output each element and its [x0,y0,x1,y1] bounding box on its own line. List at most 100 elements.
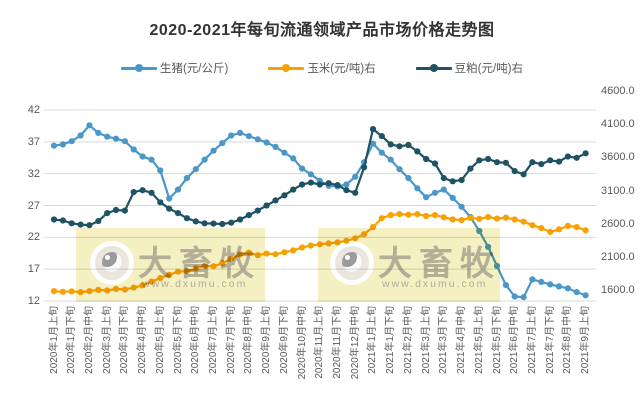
series-corn-point [467,214,474,221]
x-axis-tick: 2020年9月下旬 [278,306,290,374]
series-soymeal-point [272,197,279,204]
legend-label: 玉米(元/吨)右 [307,63,376,75]
series-corn-point [263,250,270,257]
series-corn-point [50,288,58,295]
watermark-text: 大畜牧 [138,245,261,283]
series-soymeal-point [582,150,589,157]
series-soymeal-point [219,220,226,228]
series-pig-point [352,173,359,180]
x-axis-tick: 2021年3月下旬 [438,306,450,374]
series-corn-point [547,228,554,235]
series-pig-point [183,175,190,182]
series-soymeal-point [201,220,208,227]
series-pig-point [564,285,572,292]
series-soymeal-point [529,159,536,166]
left-axis-tick: 27 [27,199,40,212]
series-soymeal-point [476,157,483,164]
series-pig-point [201,156,208,163]
series-corn-point [396,211,403,218]
series-pig-point [112,135,120,142]
series-soymeal-point [299,181,306,188]
series-soymeal-point [493,159,501,166]
series-soymeal-point [157,199,164,206]
series-pig-point [431,189,439,196]
series-soymeal-point [68,220,75,227]
series-soymeal-point [254,207,261,214]
series-corn-point [431,212,439,219]
series-pig-point [104,133,111,140]
legend-item-series-pig: 生猪(元/公斤) [120,60,229,76]
left-axis-tick: 37 [27,135,40,148]
x-axis-tick: 2020年7月下旬 [225,306,237,374]
x-axis-tick: 2021年9月上旬 [580,306,592,374]
series-soymeal-point [431,160,439,167]
series-soymeal-point [405,141,412,149]
series-pig-point [299,165,306,172]
series-soymeal-point [538,161,545,168]
series-corn-point [281,249,288,256]
series-corn-point [564,222,572,229]
right-axis-tick: 3100.0 [601,184,635,197]
legend-line-marker-icon [268,64,305,72]
series-pig-point [157,167,164,174]
x-axis-tick: 2021年6月中旬 [509,306,521,374]
series-soymeal-point [228,219,235,226]
series-pig-point [130,146,137,153]
watermark-block-right: 大畜牧 www.dxumu.com [318,228,500,302]
x-axis-tick: 2020年1月下旬 [66,306,78,374]
right-axis-tick: 4600.0 [601,85,635,97]
series-soymeal-point [316,181,323,188]
series-soymeal-point [290,186,297,193]
series-soymeal-point [361,164,368,171]
legend-item-series-corn: 玉米(元/吨)右 [268,60,376,76]
series-corn-point [405,211,412,218]
series-pig-point [228,132,235,139]
series-soymeal-point [139,187,146,194]
series-corn-point [555,226,563,233]
legend-item-series-soymeal: 豆粕(元/吨)右 [415,60,524,76]
watermark-eye-icon [330,241,374,285]
series-pig-point [50,142,58,149]
series-corn-point [502,214,509,221]
series-corn-point [538,225,545,232]
left-axis-tick: 12 [27,295,40,307]
series-soymeal-point [547,157,554,164]
series-pig-point [423,194,430,201]
series-soymeal-point [245,212,252,219]
legend-label: 豆粕(元/吨)右 [454,63,524,75]
series-pig-point [86,122,93,129]
series-corn-point [440,214,447,221]
series-pig-point [254,136,261,143]
series-corn-point [387,212,394,219]
series-corn-point [582,227,589,234]
series-soymeal-point [396,143,403,150]
x-axis-tick: 2020年2月中旬 [83,306,95,374]
series-soymeal-point [352,189,359,196]
series-soymeal-point [130,189,137,196]
series-corn-point [290,247,297,254]
series-corn-point [511,216,518,223]
series-soymeal-point [86,222,93,229]
series-pig-point [68,138,75,145]
series-soymeal-point [449,178,456,185]
series-corn-point [414,211,421,218]
series-corn-point [423,212,430,220]
series-pig-point [405,175,412,182]
x-axis-tick: 2020年9月上旬 [261,306,273,374]
series-soymeal-point [50,216,58,223]
series-pig-point [458,203,465,210]
series-pig-point [378,149,385,156]
series-pig-point [573,289,580,296]
series-corn-point [520,218,527,225]
series-pig-point [440,186,447,193]
series-pig-point [77,132,84,139]
x-axis-tick: 2020年3月下旬 [119,306,131,374]
series-pig-point [281,149,288,156]
series-pig-point [210,147,217,154]
series-soymeal-point [281,192,288,199]
left-axis-tick: 42 [27,104,40,116]
x-axis-tick: 2020年5月上旬 [154,306,166,374]
legend-label: 生猪(元/公斤) [159,63,229,75]
series-soymeal-point [95,218,102,225]
